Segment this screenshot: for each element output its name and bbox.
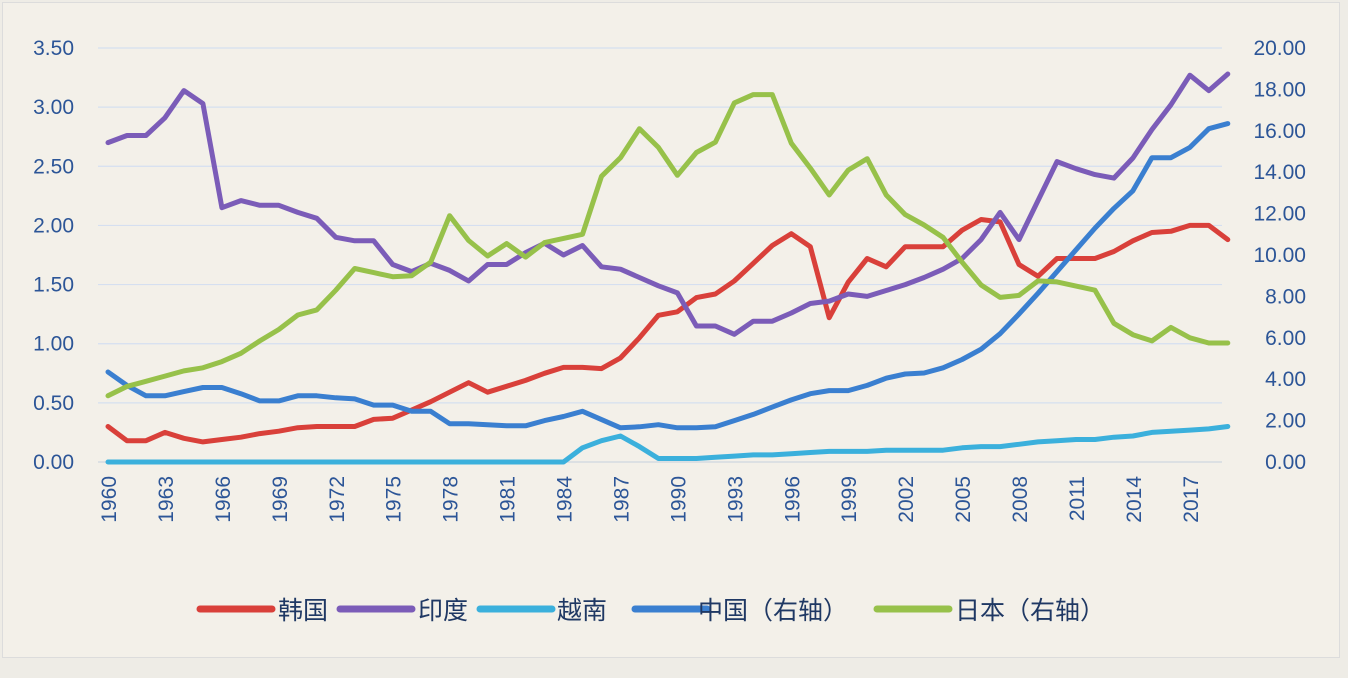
left-y-tick-label: 1.50: [33, 274, 74, 297]
right-y-tick-label: 4.00: [1265, 368, 1306, 391]
series-line-0: [105, 217, 1231, 445]
right-y-tick-label: 8.00: [1265, 285, 1306, 308]
legend-label: 中国（右轴）: [698, 596, 848, 625]
x-tick-label: 2011: [1066, 476, 1089, 521]
x-tick-label: 2008: [1009, 476, 1032, 523]
series-line-3: [105, 121, 1231, 431]
x-tick-label: 2005: [952, 476, 975, 523]
chart-frame: [2, 2, 1340, 658]
x-tick-label: 1960: [98, 476, 121, 523]
x-tick-label: 1972: [326, 476, 349, 523]
right-y-tick-label: 20.00: [1253, 37, 1306, 60]
right-y-tick-label: 14.00: [1253, 161, 1306, 184]
x-tick-label: 1978: [440, 476, 463, 523]
left-y-tick-label: 3.50: [33, 37, 74, 60]
legend-label: 印度: [418, 596, 468, 625]
x-tick-label: 1987: [610, 476, 633, 523]
series-line-4: [105, 92, 1231, 399]
legend-label: 日本（右轴）: [955, 596, 1105, 625]
x-tick-label: 1981: [497, 476, 520, 523]
left-y-tick-label: 0.50: [33, 392, 74, 415]
x-tick-label: 1999: [838, 476, 861, 523]
right-y-tick-label: 6.00: [1265, 327, 1306, 350]
right-y-tick-label: 18.00: [1253, 78, 1306, 101]
left-y-tick-label: 1.00: [33, 333, 74, 356]
right-y-tick-label: 12.00: [1253, 203, 1306, 226]
right-y-tick-label: 0.00: [1265, 451, 1306, 474]
right-y-tick-label: 2.00: [1265, 410, 1306, 433]
right-y-tick-label: 10.00: [1253, 244, 1306, 267]
x-tick-label: 1996: [781, 476, 804, 523]
legend-label: 越南: [557, 596, 607, 625]
x-tick-label: 1990: [667, 476, 690, 523]
left-y-tick-label: 0.00: [33, 451, 74, 474]
x-tick-label: 2002: [895, 476, 918, 523]
x-tick-label: 1993: [724, 476, 747, 523]
right-y-tick-label: 16.00: [1253, 120, 1306, 143]
x-tick-label: 1984: [554, 476, 577, 523]
series-line-1: [105, 71, 1231, 337]
x-tick-label: 2017: [1180, 476, 1203, 523]
left-y-tick-label: 2.00: [33, 214, 74, 237]
x-tick-label: 1966: [212, 476, 235, 523]
left-y-tick-label: 2.50: [33, 155, 74, 178]
x-tick-label: 1969: [269, 476, 292, 523]
series-line-2: [105, 424, 1231, 465]
x-tick-label: 2014: [1123, 476, 1146, 523]
x-tick-label: 1975: [383, 476, 406, 523]
left-y-tick-label: 3.00: [33, 96, 74, 119]
legend-label: 韩国: [278, 596, 328, 625]
x-tick-label: 1963: [155, 476, 178, 523]
